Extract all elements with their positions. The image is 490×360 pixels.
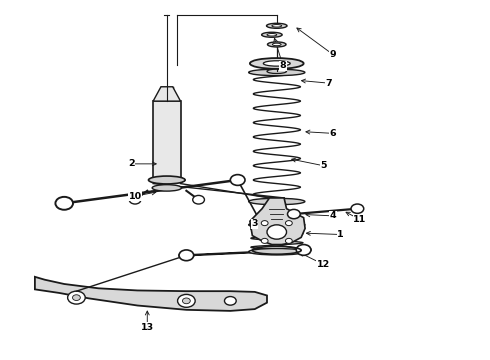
Ellipse shape [262,32,282,37]
Text: 11: 11 [353,215,367,224]
Text: 12: 12 [317,260,330,269]
Ellipse shape [272,43,281,46]
Circle shape [261,221,268,226]
Circle shape [296,244,311,255]
Text: 7: 7 [326,79,332,88]
Text: 10: 10 [128,192,142,201]
Text: 8: 8 [280,62,287,71]
Text: 1: 1 [337,230,343,239]
Ellipse shape [250,58,304,69]
Circle shape [224,297,236,305]
Circle shape [177,294,195,307]
Circle shape [55,197,73,210]
Ellipse shape [148,176,185,184]
Ellipse shape [248,222,305,228]
Ellipse shape [267,33,277,36]
Ellipse shape [272,24,282,27]
Ellipse shape [263,61,290,66]
Circle shape [286,221,292,226]
Polygon shape [153,101,180,180]
Text: 9: 9 [330,50,336,59]
Circle shape [182,298,190,304]
Ellipse shape [268,42,286,47]
Circle shape [129,195,141,204]
Circle shape [261,238,268,243]
Text: 2: 2 [128,159,135,168]
Circle shape [230,175,245,185]
Ellipse shape [267,23,287,28]
Circle shape [68,291,85,304]
Polygon shape [268,203,286,223]
Circle shape [286,238,292,243]
Circle shape [179,250,194,261]
Ellipse shape [248,69,305,76]
Circle shape [193,195,204,204]
Ellipse shape [267,69,287,73]
Text: 13: 13 [141,323,154,332]
Circle shape [267,225,287,239]
Text: 6: 6 [330,129,336,138]
Text: 5: 5 [320,161,326,170]
Ellipse shape [152,185,181,191]
Polygon shape [35,277,267,311]
Circle shape [73,295,80,301]
Circle shape [351,204,364,213]
Ellipse shape [248,248,305,255]
Text: 3: 3 [251,219,258,228]
Polygon shape [179,247,311,258]
Polygon shape [153,87,180,101]
Text: 4: 4 [330,211,336,220]
Polygon shape [250,198,305,244]
Circle shape [288,210,300,219]
Ellipse shape [248,198,305,205]
